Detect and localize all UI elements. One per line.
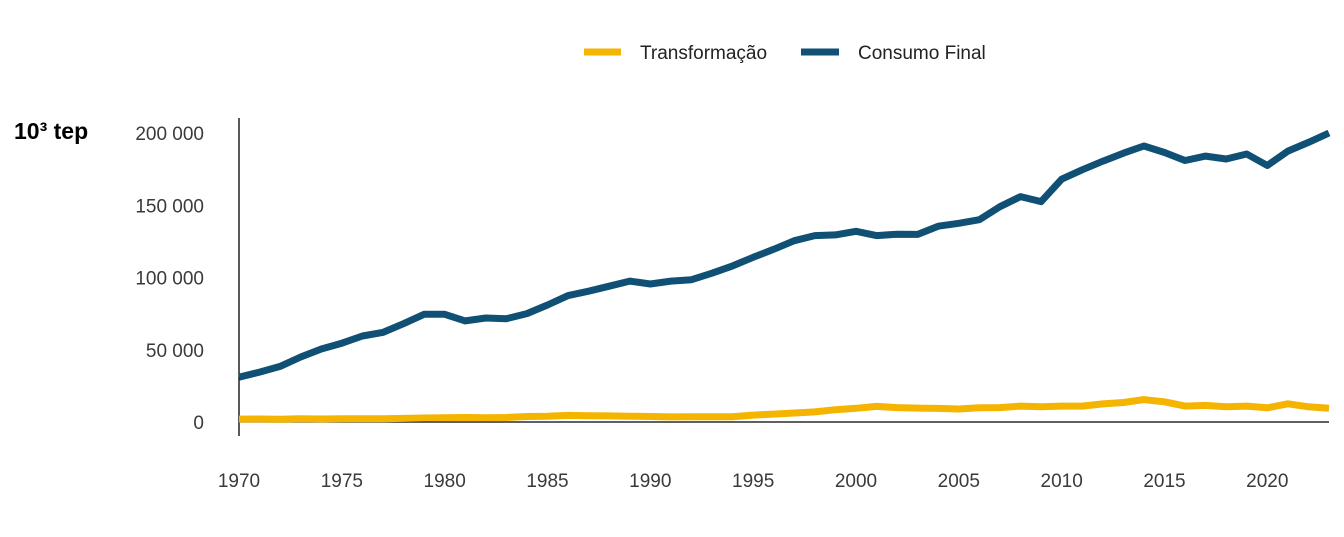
- x-tick-label: 2020: [1246, 471, 1288, 492]
- x-tick-label: 1980: [424, 471, 466, 492]
- y-tick-label: 50 000: [146, 341, 204, 362]
- x-tick-label: 1995: [732, 471, 774, 492]
- y-tick-label: 100 000: [135, 269, 204, 290]
- x-tick-label: 1990: [629, 471, 671, 492]
- y-axis-unit-label: 10³ tep: [14, 118, 88, 144]
- y-tick-labels: 0 50 000 100 000 150 000 200 000: [135, 124, 204, 434]
- x-tick-label: 2015: [1143, 471, 1185, 492]
- x-tick-label: 1985: [526, 471, 568, 492]
- legend: Transformação Consumo Final: [584, 43, 986, 64]
- series-line-consumo-final: [238, 129, 1331, 381]
- x-tick-label: 1975: [321, 471, 363, 492]
- x-tick-labels: 1970 1975 1980 1985 1990 1995 2000 2005 2010 2015…: [218, 471, 1289, 492]
- series-line-transformacao: [238, 396, 1330, 423]
- series-lines: [238, 129, 1331, 423]
- x-tick-label: 2000: [835, 471, 877, 492]
- x-tick-label: 2010: [1041, 471, 1083, 492]
- legend-label-consumo-final: Consumo Final: [858, 43, 986, 64]
- x-tick-label: 2005: [938, 471, 980, 492]
- y-tick-label: 200 000: [135, 124, 204, 145]
- y-tick-label: 150 000: [135, 196, 204, 217]
- x-tick-label: 1970: [218, 471, 260, 492]
- legend-label-transformacao: Transformação: [640, 43, 767, 64]
- y-tick-label: 0: [193, 413, 204, 434]
